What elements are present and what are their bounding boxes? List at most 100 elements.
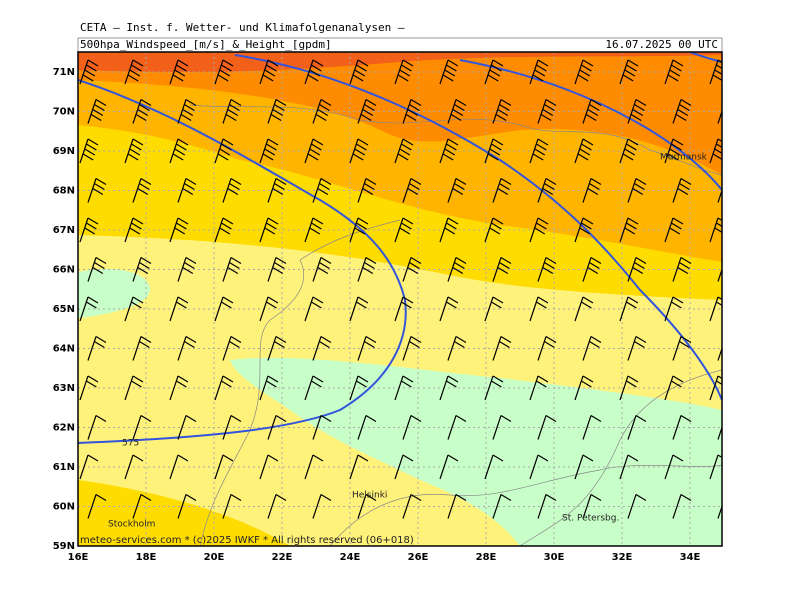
wind-barb: [124, 59, 144, 85]
contour-label: 575: [122, 439, 139, 449]
wind-barb: [222, 256, 242, 282]
wind-barb: [447, 98, 467, 124]
wind-barb: [709, 454, 722, 480]
wind-barb: [574, 138, 594, 164]
wind-barb: [394, 59, 414, 85]
wind-barb: [717, 346, 722, 361]
wind-barb: [222, 177, 242, 203]
lat-label: 62N: [53, 423, 75, 434]
lon-label: 16E: [68, 552, 89, 563]
wind-barb: [87, 98, 107, 124]
wind-barb: [87, 256, 107, 282]
city-label: Helsinki: [352, 491, 387, 501]
wind-barb: [447, 177, 467, 203]
wind-barb: [529, 375, 549, 401]
wind-barb: [87, 414, 107, 440]
lon-label: 34E: [680, 552, 701, 563]
wind-barb: [79, 217, 99, 243]
wind-barb: [664, 375, 684, 401]
wind-barb: [582, 256, 602, 282]
lon-label: 24E: [340, 552, 361, 563]
wind-barb: [402, 493, 422, 519]
wind-barb: [402, 98, 422, 124]
header-title: CETA — Inst. f. Wetter- und Klimafolgena…: [80, 21, 405, 34]
wind-barb: [402, 414, 422, 440]
wind-barb: [259, 138, 279, 164]
wind-barb: [132, 335, 152, 361]
wind-barb: [717, 504, 722, 519]
wind-barb: [177, 335, 197, 361]
lat-label: 59N: [53, 541, 75, 552]
wind-barb: [664, 296, 684, 322]
lat-label: 61N: [53, 462, 75, 473]
city-label: Stockholm: [108, 520, 155, 530]
wind-barb: [582, 493, 602, 519]
wind-barb: [447, 493, 467, 519]
lon-label: 32E: [612, 552, 633, 563]
wind-barb: [672, 98, 692, 124]
wind-barb: [492, 414, 512, 440]
wind-barb: [357, 98, 377, 124]
wind-barb: [357, 177, 377, 203]
wind-barb: [537, 98, 557, 124]
wind-barb: [672, 335, 692, 361]
lat-label: 64N: [53, 344, 75, 355]
footer-credit: meteo-services.com * (c)2025 IWKF * All …: [80, 535, 414, 546]
wind-barb: [717, 425, 722, 440]
wind-barb: [439, 217, 459, 243]
lon-label: 26E: [408, 552, 429, 563]
wind-barb: [267, 177, 287, 203]
wind-barb: [492, 98, 512, 124]
wind-barb: [304, 217, 324, 243]
wind-barb: [312, 177, 332, 203]
lon-label: 22E: [272, 552, 293, 563]
wind-barb: [529, 59, 549, 85]
wind-barb: [484, 454, 504, 480]
wind-barb: [574, 296, 594, 322]
wind-barb: [492, 256, 512, 282]
wind-barb: [492, 493, 512, 519]
wind-barb: [492, 335, 512, 361]
wind-barb: [484, 375, 504, 401]
wind-barb: [132, 98, 152, 124]
wind-barb: [267, 98, 287, 124]
wind-barb: [537, 335, 557, 361]
map-frame: [77, 51, 723, 547]
wind-barb: [709, 217, 722, 243]
wind-barb: [304, 138, 324, 164]
wind-barb: [357, 335, 377, 361]
wind-barb: [439, 138, 459, 164]
band-orange: [78, 52, 722, 175]
wind-barb: [627, 493, 647, 519]
wind-barb: [79, 296, 99, 322]
wind-barb: [124, 296, 144, 322]
wind-barb: [574, 454, 594, 480]
wind-barb: [259, 375, 279, 401]
wind-barb: [402, 335, 422, 361]
wind-barb: [214, 375, 234, 401]
wind-barbs: [79, 59, 722, 519]
wind-barb: [582, 177, 602, 203]
wind-barb: [619, 454, 639, 480]
wind-barb: [484, 59, 504, 85]
coastlines: [189, 104, 722, 546]
wind-barb: [537, 256, 557, 282]
lon-label: 28E: [476, 552, 497, 563]
wind-barb: [177, 493, 197, 519]
wind-barb: [312, 335, 332, 361]
wind-barb: [627, 256, 647, 282]
wind-barb: [394, 296, 414, 322]
wind-barb: [664, 217, 684, 243]
wind-barb: [132, 256, 152, 282]
wind-barb: [259, 217, 279, 243]
wind-barb: [124, 454, 144, 480]
wind-barb: [619, 375, 639, 401]
wind-barb: [537, 493, 557, 519]
wind-barb: [394, 138, 414, 164]
wind-barb: [529, 138, 549, 164]
wind-barb: [304, 59, 324, 85]
wind-barb: [267, 256, 287, 282]
wind-barb: [312, 493, 332, 519]
band-red: [78, 52, 722, 73]
